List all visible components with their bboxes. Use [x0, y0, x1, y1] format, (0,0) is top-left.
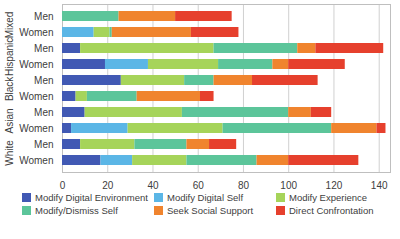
svg-text:Mixed: Mixed — [4, 12, 15, 39]
html-text:Seek Social Support: Seek Social Support — [167, 205, 254, 216]
svg-text:Men: Men — [34, 107, 53, 118]
html-text:Modify Digital Self: Modify Digital Self — [167, 192, 243, 203]
html-text:Modify Experience: Modify Experience — [289, 192, 368, 203]
html-text:Direct Confrontation: Direct Confrontation — [289, 205, 374, 216]
svg-text:Men: Men — [34, 75, 53, 86]
svg-text:0: 0 — [60, 180, 66, 191]
html-text:Modify/Dismiss Self: Modify/Dismiss Self — [35, 205, 118, 216]
svg-text:100: 100 — [280, 180, 297, 191]
svg-text:Black: Black — [4, 76, 15, 101]
svg-text:60: 60 — [193, 180, 205, 191]
svg-text:40: 40 — [147, 180, 159, 191]
svg-text:120: 120 — [326, 180, 343, 191]
svg-text:Women: Women — [19, 59, 53, 70]
svg-text:Hispanic: Hispanic — [4, 38, 15, 76]
html-text:Modify Digital Environment: Modify Digital Environment — [35, 192, 148, 203]
svg-text:Women: Women — [19, 123, 53, 134]
svg-text:Women: Women — [19, 27, 53, 38]
svg-text:Asian: Asian — [4, 108, 15, 133]
svg-text:20: 20 — [102, 180, 114, 191]
svg-text:Men: Men — [34, 43, 53, 54]
svg-text:80: 80 — [238, 180, 250, 191]
svg-text:White: White — [4, 140, 15, 166]
svg-text:Men: Men — [34, 139, 53, 150]
svg-text:Women: Women — [19, 155, 53, 166]
svg-text:140: 140 — [371, 180, 388, 191]
svg-text:Women: Women — [19, 91, 53, 102]
svg-text:Men: Men — [34, 11, 53, 22]
